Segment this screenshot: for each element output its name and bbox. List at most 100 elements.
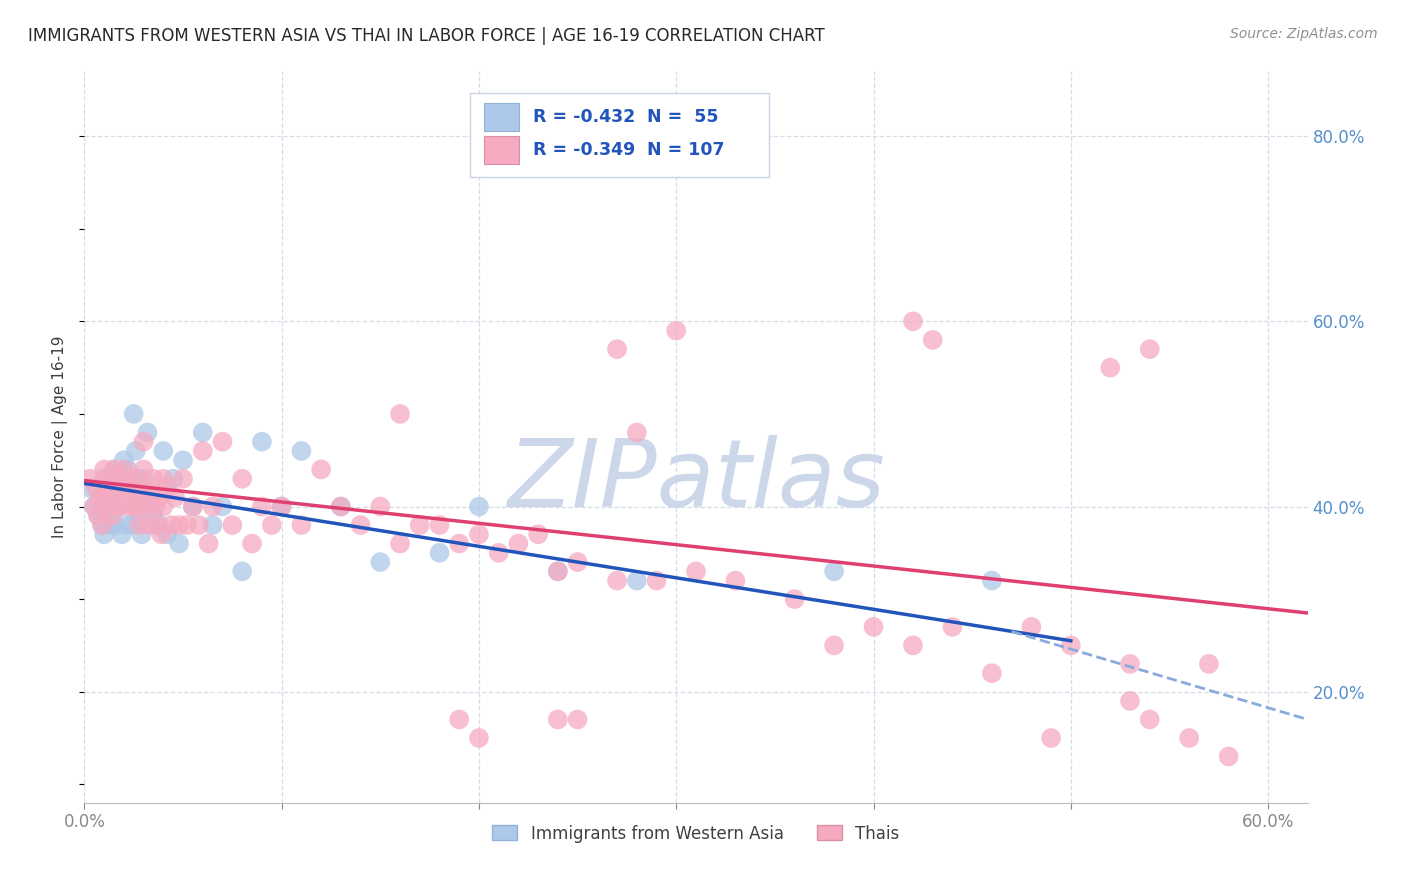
- Point: [165, 490, 187, 504]
- Point: [122, 407, 145, 421]
- Point: [138, 518, 160, 533]
- Point: [93, 490, 115, 504]
- Point: [136, 500, 159, 514]
- Point: [103, 462, 125, 476]
- Point: [103, 490, 125, 504]
- Point: [1060, 639, 1083, 653]
- Point: [1099, 360, 1122, 375]
- Point: [93, 462, 115, 476]
- Point: [250, 500, 273, 514]
- Point: [409, 518, 432, 533]
- Point: [98, 481, 121, 495]
- Point: [901, 314, 924, 328]
- Point: [368, 500, 391, 514]
- Point: [468, 527, 491, 541]
- Point: [152, 472, 174, 486]
- Point: [94, 472, 117, 486]
- Point: [117, 462, 139, 476]
- Point: [145, 500, 167, 514]
- Point: [1021, 620, 1043, 634]
- Point: [980, 666, 1002, 681]
- Point: [121, 518, 143, 533]
- Point: [89, 490, 111, 504]
- Point: [83, 500, 105, 514]
- Point: [1139, 342, 1161, 356]
- Point: [626, 425, 648, 440]
- Point: [162, 472, 184, 486]
- Point: [172, 453, 194, 467]
- Point: [108, 500, 131, 514]
- Point: [93, 500, 115, 514]
- Point: [468, 731, 491, 745]
- Point: [93, 527, 115, 541]
- Point: [290, 444, 312, 458]
- Point: [211, 500, 233, 514]
- Point: [112, 462, 135, 476]
- Point: [626, 574, 648, 588]
- Point: [270, 500, 292, 514]
- Bar: [484, 103, 519, 130]
- Point: [309, 462, 332, 476]
- Point: [468, 500, 491, 514]
- Point: [152, 444, 174, 458]
- Point: [128, 508, 150, 523]
- Point: [488, 546, 510, 560]
- Point: [429, 518, 451, 533]
- Bar: [470, 94, 769, 178]
- Point: [329, 500, 352, 514]
- Point: [136, 425, 159, 440]
- Point: [260, 518, 283, 533]
- Point: [191, 444, 214, 458]
- Point: [98, 490, 121, 504]
- Point: [150, 527, 173, 541]
- Y-axis label: In Labor Force | Age 16-19: In Labor Force | Age 16-19: [52, 335, 69, 539]
- Point: [724, 574, 747, 588]
- Point: [114, 481, 136, 495]
- Point: [172, 472, 194, 486]
- Point: [176, 518, 198, 533]
- Point: [128, 518, 150, 533]
- Point: [1198, 657, 1220, 671]
- Point: [103, 518, 125, 533]
- Point: [167, 518, 190, 533]
- Text: R = -0.432: R = -0.432: [533, 108, 636, 126]
- Point: [132, 434, 155, 449]
- Point: [1119, 657, 1142, 671]
- Point: [901, 639, 924, 653]
- Point: [127, 472, 149, 486]
- Point: [941, 620, 963, 634]
- Text: R = -0.349: R = -0.349: [533, 141, 636, 160]
- Point: [103, 490, 125, 504]
- Point: [112, 490, 135, 504]
- Bar: [484, 136, 519, 164]
- Point: [101, 508, 124, 523]
- Point: [167, 536, 190, 550]
- Point: [138, 490, 160, 504]
- Point: [108, 472, 131, 486]
- Text: N = 107: N = 107: [647, 141, 724, 160]
- Point: [980, 574, 1002, 588]
- Point: [1178, 731, 1201, 745]
- Point: [527, 527, 550, 541]
- Point: [606, 342, 628, 356]
- Point: [131, 527, 153, 541]
- Point: [121, 490, 143, 504]
- Point: [862, 620, 884, 634]
- Point: [93, 472, 115, 486]
- Point: [1139, 713, 1161, 727]
- Point: [665, 324, 688, 338]
- Point: [181, 500, 204, 514]
- Point: [97, 481, 120, 495]
- Point: [97, 500, 120, 514]
- Point: [250, 434, 273, 449]
- Point: [685, 565, 707, 579]
- Point: [349, 518, 371, 533]
- Point: [111, 527, 134, 541]
- Point: [117, 472, 139, 486]
- Point: [87, 508, 110, 523]
- Point: [111, 490, 134, 504]
- Point: [1218, 749, 1240, 764]
- Point: [231, 472, 253, 486]
- Point: [132, 472, 155, 486]
- Point: [221, 518, 243, 533]
